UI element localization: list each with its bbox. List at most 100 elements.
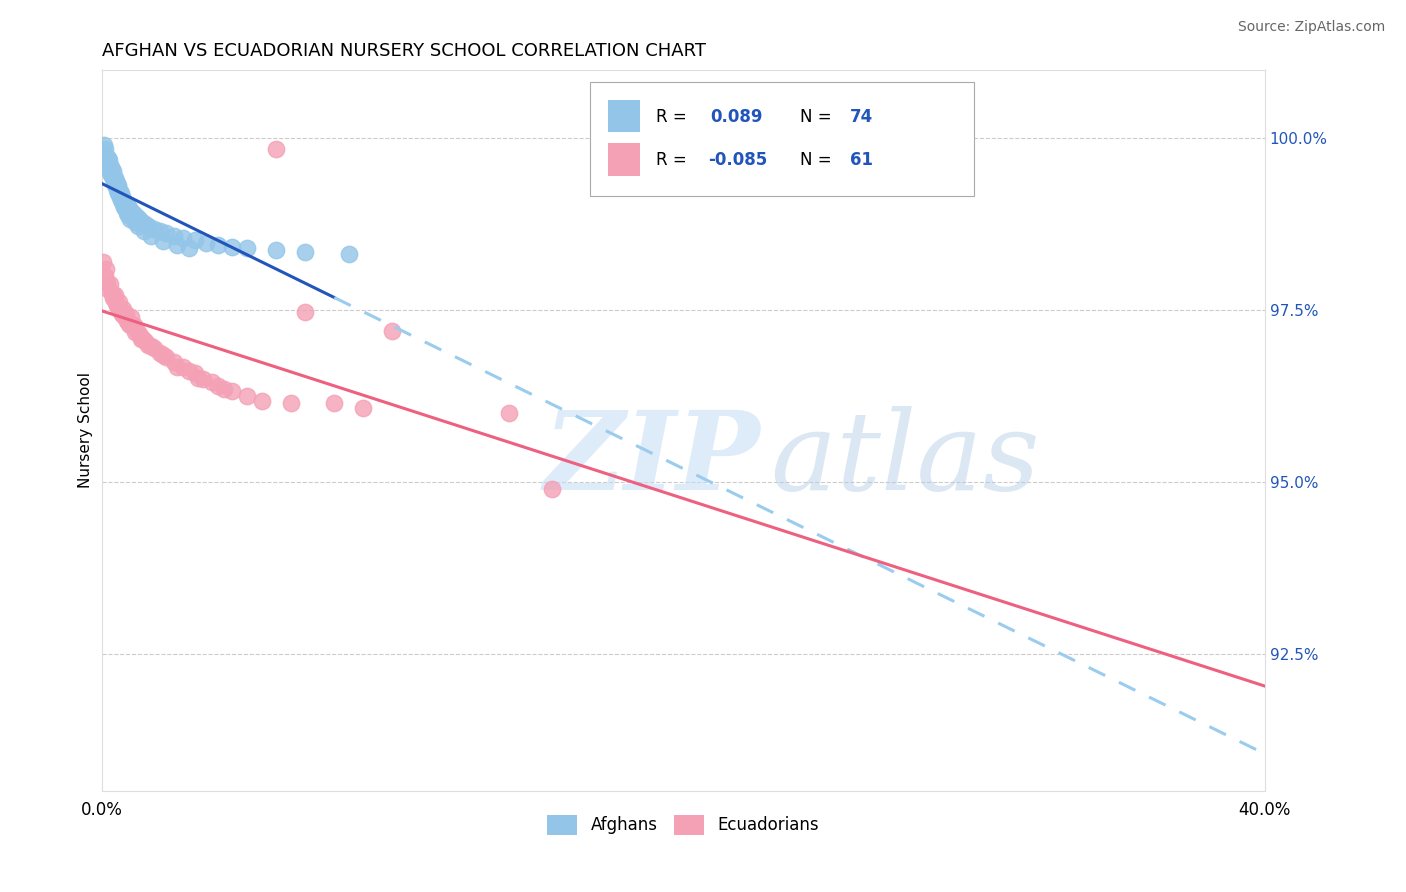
- Point: [103, 172, 125, 186]
- Text: N =: N =: [800, 151, 831, 169]
- Point: [105, 183, 128, 197]
- Point: [115, 307, 138, 321]
- Point: [112, 193, 135, 207]
- Point: [498, 406, 520, 420]
- Point: [124, 215, 146, 229]
- Point: [280, 396, 302, 410]
- Point: [98, 162, 121, 177]
- FancyBboxPatch shape: [591, 82, 974, 196]
- Point: [124, 325, 146, 339]
- Point: [110, 193, 132, 207]
- Point: [221, 384, 243, 399]
- Point: [155, 350, 177, 364]
- Point: [98, 166, 121, 180]
- Point: [110, 304, 132, 318]
- Point: [163, 229, 186, 244]
- Point: [111, 190, 134, 204]
- Point: [183, 367, 205, 381]
- Point: [250, 393, 273, 408]
- Point: [323, 396, 346, 410]
- Point: [114, 202, 136, 216]
- Text: ZIP: ZIP: [544, 406, 761, 513]
- Point: [117, 313, 139, 327]
- Text: AFGHAN VS ECUADORIAN NURSERY SCHOOL CORRELATION CHART: AFGHAN VS ECUADORIAN NURSERY SCHOOL CORR…: [101, 42, 706, 60]
- Point: [93, 152, 115, 166]
- Point: [101, 164, 124, 178]
- Point: [134, 217, 156, 231]
- Point: [114, 310, 136, 324]
- Point: [111, 196, 134, 211]
- Point: [93, 138, 115, 153]
- Point: [122, 318, 145, 333]
- Point: [103, 291, 125, 305]
- Point: [105, 296, 128, 310]
- Point: [149, 346, 172, 360]
- Point: [236, 241, 259, 255]
- Point: [108, 183, 131, 197]
- Point: [96, 155, 118, 169]
- Text: 74: 74: [849, 108, 873, 126]
- Point: [107, 186, 129, 201]
- Point: [152, 235, 174, 249]
- Point: [105, 174, 128, 188]
- Point: [101, 285, 124, 300]
- Point: [108, 295, 131, 310]
- Point: [121, 205, 143, 219]
- Point: [101, 289, 124, 303]
- Point: [94, 148, 117, 162]
- Point: [94, 262, 117, 277]
- Point: [117, 200, 139, 214]
- Bar: [607, 144, 640, 176]
- Point: [152, 348, 174, 362]
- Point: [104, 171, 127, 186]
- Point: [195, 235, 218, 250]
- Point: [107, 300, 129, 314]
- Point: [118, 212, 141, 227]
- Point: [101, 167, 124, 181]
- Point: [139, 229, 162, 244]
- Point: [122, 207, 145, 221]
- Point: [221, 240, 243, 254]
- Point: [193, 372, 215, 386]
- Point: [207, 379, 229, 393]
- Point: [129, 332, 152, 346]
- Text: 61: 61: [849, 151, 873, 169]
- Point: [177, 241, 200, 255]
- Point: [155, 226, 177, 240]
- Point: [337, 247, 360, 261]
- Point: [201, 376, 224, 390]
- Point: [128, 212, 150, 227]
- Point: [103, 171, 125, 186]
- Point: [117, 208, 139, 222]
- Point: [132, 224, 155, 238]
- Point: [110, 303, 132, 318]
- Point: [103, 175, 125, 189]
- Point: [118, 202, 141, 216]
- Point: [183, 233, 205, 247]
- Point: [91, 145, 114, 160]
- Point: [97, 283, 120, 297]
- Point: [104, 178, 127, 193]
- Point: [107, 181, 129, 195]
- Point: [96, 276, 118, 290]
- Point: [128, 327, 150, 342]
- Point: [120, 203, 142, 218]
- Point: [103, 167, 125, 181]
- Point: [212, 382, 235, 396]
- Text: -0.085: -0.085: [707, 151, 766, 169]
- Point: [166, 359, 188, 374]
- Point: [352, 401, 374, 415]
- Point: [294, 244, 316, 259]
- Point: [96, 159, 118, 173]
- Point: [264, 243, 287, 257]
- Point: [541, 482, 564, 496]
- Point: [127, 219, 149, 234]
- Point: [112, 301, 135, 316]
- Y-axis label: Nursery School: Nursery School: [79, 373, 93, 489]
- Point: [134, 334, 156, 348]
- Point: [166, 238, 188, 252]
- Point: [107, 300, 129, 314]
- Point: [94, 142, 117, 156]
- Text: atlas: atlas: [770, 406, 1040, 513]
- Point: [112, 200, 135, 214]
